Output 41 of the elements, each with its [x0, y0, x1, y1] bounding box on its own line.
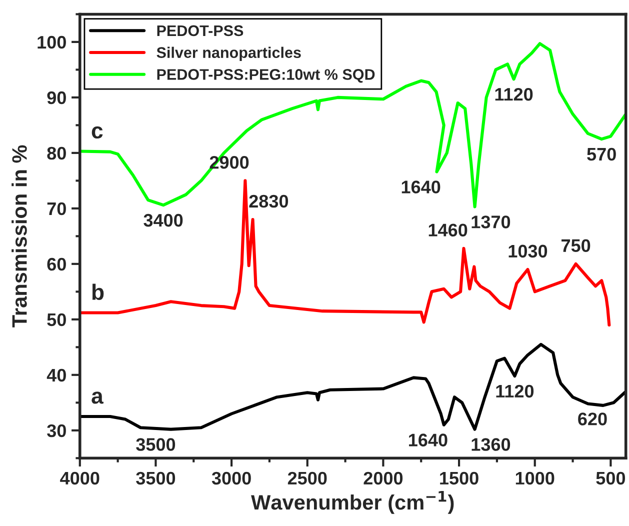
annotation: 750	[562, 239, 590, 252]
x-axis-title: Wavenumber (cm$^{−1}$)	[251, 490, 454, 514]
x-tick-label: 1500	[440, 472, 478, 485]
x-tick-label: 500	[596, 472, 626, 485]
annotation: 1640	[402, 180, 440, 194]
annotation: 3500	[136, 438, 176, 451]
annotation: a	[92, 392, 104, 404]
legend-label: PEDOT-PSS	[157, 25, 244, 36]
y-tick-label: 40	[46, 368, 66, 382]
line-series	[80, 42, 626, 208]
x-tick-label: 3500	[136, 472, 176, 485]
x-tick-label: 4000	[60, 472, 100, 485]
annotation: 1120	[495, 88, 533, 101]
y-tick-label: 30	[47, 424, 66, 438]
annotation: c	[92, 126, 103, 139]
x-tick-label: 3000	[212, 472, 251, 485]
line-series	[80, 179, 611, 326]
annotation: 1640	[409, 434, 448, 446]
y-tick-label: 70	[47, 202, 66, 216]
annotation: 1460	[428, 224, 468, 236]
annotation: 1030	[508, 244, 548, 258]
annotation: 1360	[472, 438, 510, 451]
annotation: 1120	[496, 384, 534, 398]
annotation: 570	[587, 148, 616, 161]
annotation: b	[92, 284, 104, 300]
annotation: 3400	[144, 214, 183, 227]
x-tick-label: 2000	[364, 472, 403, 485]
y-tick-label: 90	[47, 91, 66, 104]
y-tick-label: 100	[38, 36, 66, 49]
x-tick-label: 2500	[288, 472, 327, 485]
annotation: 620	[578, 412, 607, 426]
y-tick-label: 60	[47, 258, 66, 271]
legend-label: PEDOT-PSS:PEG:10wt % SQD	[157, 69, 375, 83]
annotation: 1370	[472, 216, 510, 228]
y-tick-label: 50	[47, 313, 66, 326]
y-tick-label: 80	[47, 146, 66, 160]
annotation: 2830	[249, 194, 288, 208]
y-axis-title: Transmission in %	[12, 145, 27, 328]
legend-label: Silver nanoparticles	[156, 46, 301, 62]
line-series	[80, 342, 626, 431]
x-tick-label: 1000	[516, 472, 554, 485]
